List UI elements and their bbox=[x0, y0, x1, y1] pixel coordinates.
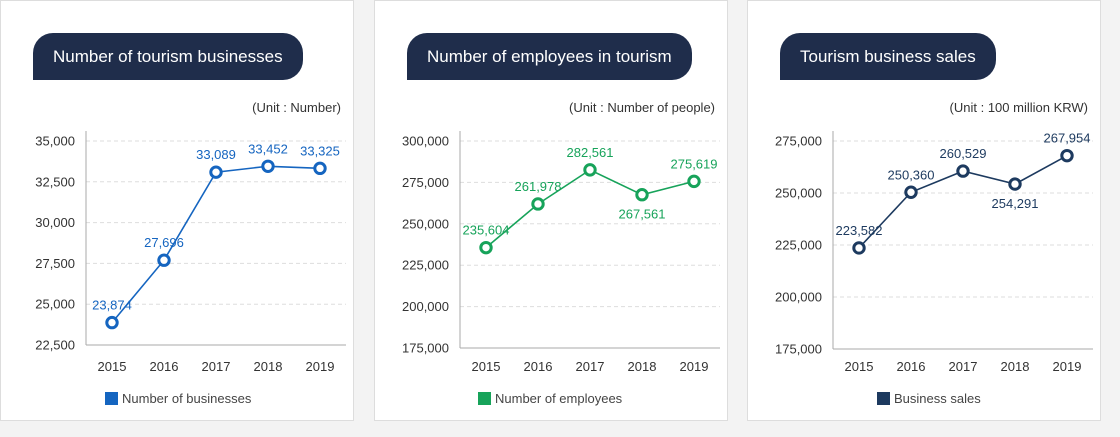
data-label: 282,561 bbox=[567, 145, 614, 160]
chart-title: Number of employees in tourism bbox=[407, 33, 692, 80]
y-tick-label: 175,000 bbox=[775, 342, 822, 357]
x-tick-label: 2015 bbox=[472, 359, 501, 374]
data-label: 23,874 bbox=[92, 298, 132, 313]
x-tick-label: 2017 bbox=[949, 359, 978, 374]
legend-label: Business sales bbox=[894, 391, 981, 406]
y-tick-label: 250,000 bbox=[775, 186, 822, 201]
data-label: 260,529 bbox=[940, 146, 987, 161]
x-tick-label: 2018 bbox=[628, 359, 657, 374]
data-label: 261,978 bbox=[515, 179, 562, 194]
y-tick-label: 30,000 bbox=[35, 215, 75, 230]
data-point bbox=[157, 253, 171, 267]
y-tick-label: 225,000 bbox=[402, 258, 449, 273]
unit-label: (Unit : Number) bbox=[252, 100, 341, 115]
y-tick-label: 32,500 bbox=[35, 174, 75, 189]
legend: Number of businesses bbox=[105, 391, 251, 406]
x-tick-label: 2017 bbox=[202, 359, 231, 374]
y-tick-label: 200,000 bbox=[775, 290, 822, 305]
x-tick-label: 2016 bbox=[150, 359, 179, 374]
unit-label: (Unit : 100 million KRW) bbox=[949, 100, 1088, 115]
y-tick-label: 275,000 bbox=[775, 134, 822, 149]
data-point bbox=[313, 161, 327, 176]
data-point bbox=[261, 159, 275, 173]
data-point bbox=[531, 197, 545, 211]
y-tick-label: 200,000 bbox=[402, 299, 449, 314]
y-tick-label: 175,000 bbox=[402, 341, 449, 356]
data-point bbox=[687, 174, 701, 189]
legend: Business sales bbox=[877, 391, 981, 406]
y-tick-label: 27,500 bbox=[35, 256, 75, 271]
data-label: 27,696 bbox=[144, 235, 184, 250]
x-tick-label: 2017 bbox=[576, 359, 605, 374]
y-tick-label: 275,000 bbox=[402, 175, 449, 190]
data-label: 235,604 bbox=[463, 223, 510, 238]
legend-swatch bbox=[478, 392, 491, 405]
x-tick-label: 2019 bbox=[680, 359, 709, 374]
panel-tourism-sales: 175,000 200,000 225,000 250,000 275,000 2015 2… bbox=[747, 0, 1101, 421]
chart-title: Tourism business sales bbox=[780, 33, 996, 80]
unit-label: (Unit : Number of people) bbox=[569, 100, 715, 115]
legend-swatch bbox=[877, 392, 890, 405]
data-label: 275,619 bbox=[671, 156, 718, 171]
data-label: 250,360 bbox=[888, 167, 935, 182]
legend: Number of employees bbox=[478, 391, 622, 406]
data-point bbox=[1060, 148, 1074, 163]
x-tick-label: 2015 bbox=[98, 359, 127, 374]
data-point bbox=[583, 163, 597, 177]
panel-tourism-businesses: 22,500 25,000 27,500 30,000 32,500 35,000 2015… bbox=[0, 0, 354, 421]
y-tick-label: 25,000 bbox=[35, 297, 75, 312]
x-tick-label: 2016 bbox=[524, 359, 553, 374]
data-point bbox=[209, 165, 223, 179]
data-point bbox=[904, 185, 918, 199]
chart-svg: 175,000 200,000 225,000 250,000 275,000 2015 2… bbox=[775, 131, 1093, 374]
x-tick-label: 2018 bbox=[254, 359, 283, 374]
y-tick-label: 22,500 bbox=[35, 338, 75, 353]
legend-swatch bbox=[105, 392, 118, 405]
legend-label: Number of employees bbox=[495, 391, 623, 406]
data-label: 267,561 bbox=[619, 207, 666, 222]
x-tick-label: 2016 bbox=[897, 359, 926, 374]
legend-label: Number of businesses bbox=[122, 391, 252, 406]
data-point bbox=[479, 240, 493, 255]
y-tick-label: 250,000 bbox=[402, 216, 449, 231]
data-point bbox=[105, 315, 119, 330]
x-tick-label: 2018 bbox=[1001, 359, 1030, 374]
chart-svg: 175,000 200,000 225,000 250,000 275,000 300,0… bbox=[402, 131, 720, 374]
y-tick-label: 300,000 bbox=[402, 134, 449, 149]
panel-tourism-employees: 175,000 200,000 225,000 250,000 275,000 300,0… bbox=[374, 0, 728, 421]
data-label: 33,325 bbox=[300, 143, 340, 158]
data-label: 254,291 bbox=[992, 196, 1039, 211]
data-point bbox=[1008, 177, 1022, 191]
x-tick-label: 2019 bbox=[1053, 359, 1082, 374]
data-point bbox=[956, 164, 970, 178]
y-tick-label: 225,000 bbox=[775, 238, 822, 253]
data-label: 33,089 bbox=[196, 147, 236, 162]
y-tick-label: 35,000 bbox=[35, 134, 75, 149]
data-label: 267,954 bbox=[1044, 131, 1091, 146]
x-tick-label: 2019 bbox=[306, 359, 335, 374]
data-label: 223,582 bbox=[836, 223, 883, 238]
chart-title: Number of tourism businesses bbox=[33, 33, 303, 80]
data-point bbox=[635, 188, 649, 202]
x-tick-label: 2015 bbox=[845, 359, 874, 374]
data-label: 33,452 bbox=[248, 141, 288, 156]
chart-svg: 22,500 25,000 27,500 30,000 32,500 35,000 2015… bbox=[35, 131, 346, 374]
data-point bbox=[852, 241, 866, 255]
